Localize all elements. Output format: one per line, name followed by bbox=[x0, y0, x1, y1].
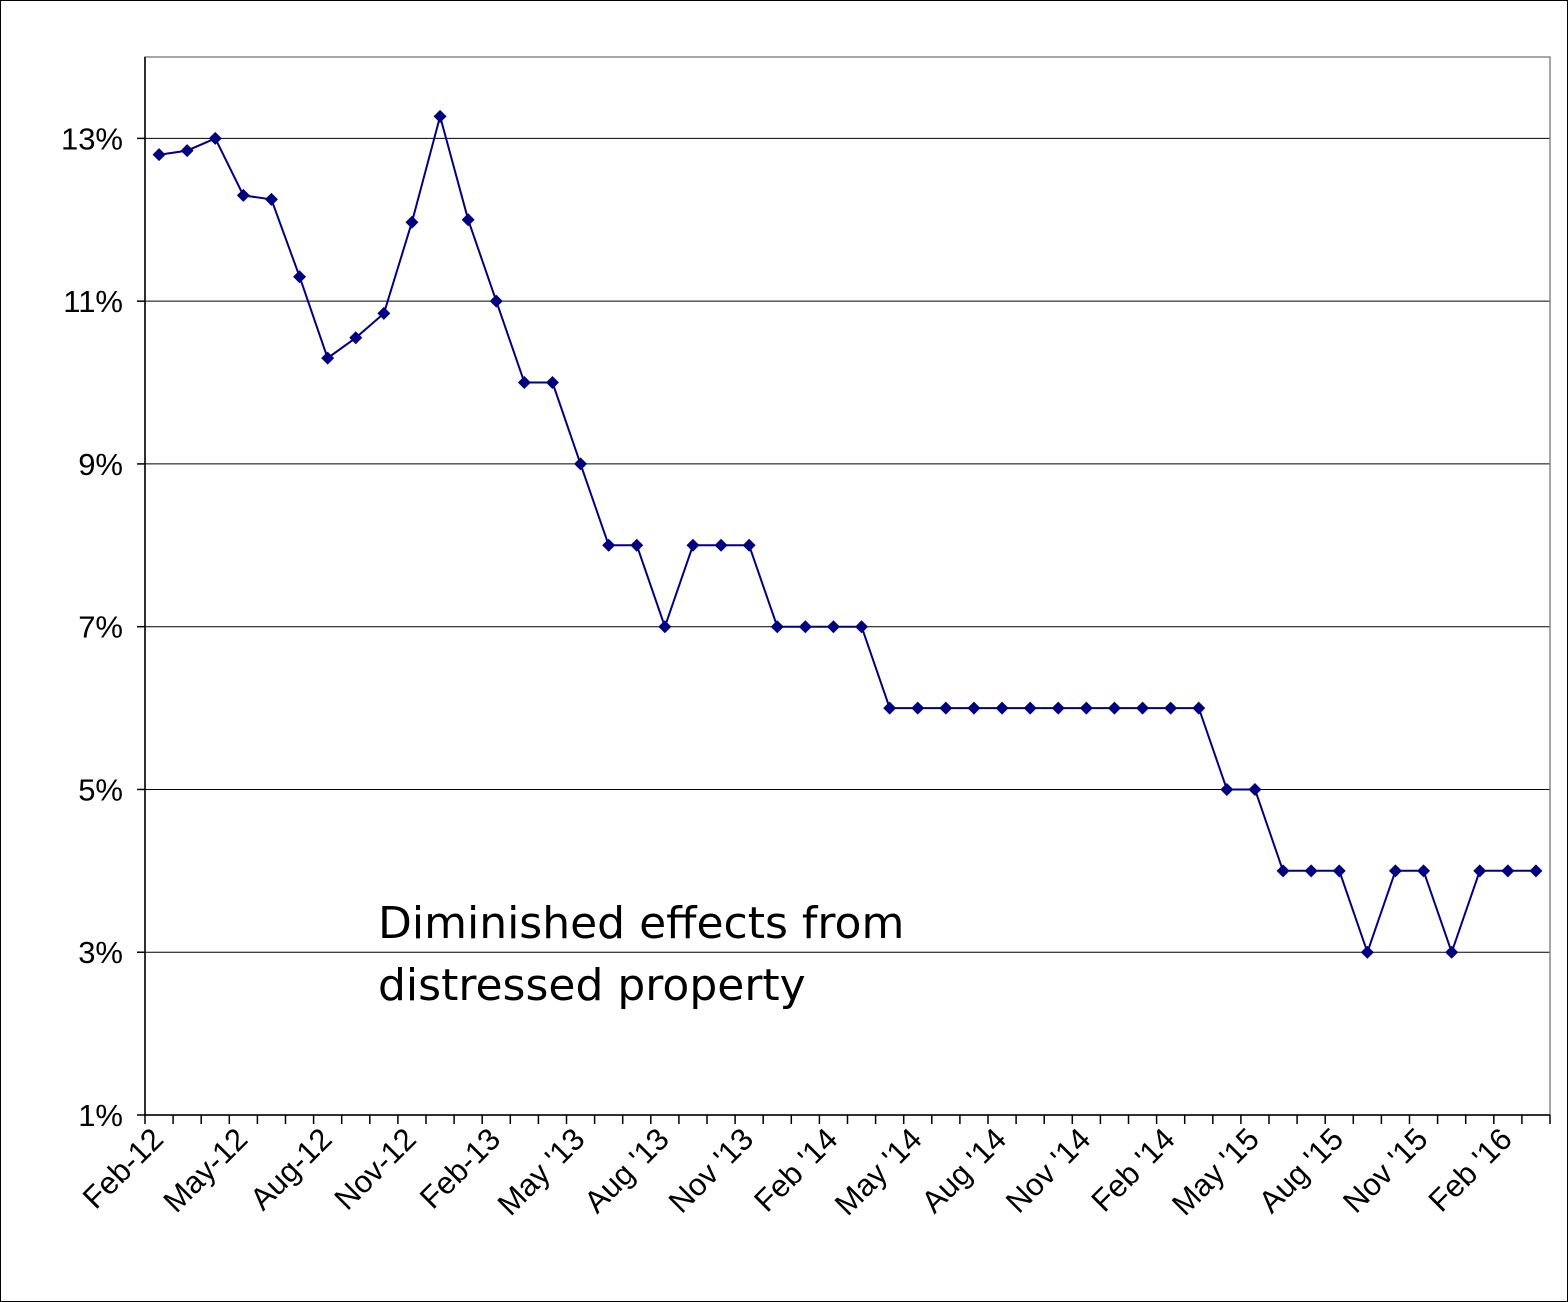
x-tick-label: May-12 bbox=[156, 1121, 254, 1219]
data-point bbox=[714, 538, 728, 552]
x-tick-label: Aug '15 bbox=[1252, 1121, 1350, 1219]
data-point bbox=[995, 701, 1009, 715]
y-tick-label: 7% bbox=[78, 610, 123, 645]
x-tick-label: May '15 bbox=[1165, 1121, 1266, 1222]
data-point bbox=[1051, 701, 1065, 715]
data-point bbox=[602, 538, 616, 552]
x-tick-label: May '13 bbox=[491, 1121, 592, 1222]
y-tick-label: 9% bbox=[78, 447, 123, 482]
data-point bbox=[574, 457, 588, 471]
annotation-line-2: distressed property bbox=[378, 960, 806, 1011]
data-point bbox=[321, 351, 335, 365]
data-point bbox=[855, 620, 869, 634]
x-tick-label: Nov '14 bbox=[999, 1121, 1097, 1219]
data-point bbox=[208, 131, 222, 145]
x-tick-label: Feb '14 bbox=[747, 1121, 844, 1218]
data-point bbox=[1164, 701, 1178, 715]
y-tick-label: 5% bbox=[78, 772, 123, 807]
data-point bbox=[686, 538, 700, 552]
data-point bbox=[911, 701, 925, 715]
data-point bbox=[264, 192, 278, 206]
y-tick-label: 11% bbox=[63, 284, 123, 319]
y-tick-label: 13% bbox=[61, 121, 123, 156]
data-point bbox=[1220, 782, 1234, 796]
data-point bbox=[405, 215, 419, 229]
x-tick-label: Nov '13 bbox=[662, 1121, 760, 1219]
data-point bbox=[939, 701, 953, 715]
data-point bbox=[517, 376, 531, 390]
x-tick-label: Nov '15 bbox=[1336, 1121, 1434, 1219]
x-tick-label: Aug-12 bbox=[243, 1121, 338, 1216]
data-point bbox=[1473, 864, 1487, 878]
y-tick-label: 1% bbox=[78, 1098, 123, 1133]
data-point bbox=[630, 538, 644, 552]
annotation-line-1: Diminished effects from bbox=[378, 898, 904, 949]
data-point bbox=[658, 620, 672, 634]
data-point bbox=[1192, 701, 1206, 715]
data-point bbox=[742, 538, 756, 552]
data-point bbox=[1417, 864, 1431, 878]
data-point bbox=[1079, 701, 1093, 715]
x-tick-label: Aug '14 bbox=[915, 1121, 1013, 1219]
data-point bbox=[1276, 864, 1290, 878]
data-point bbox=[770, 620, 784, 634]
data-point bbox=[826, 620, 840, 634]
data-point bbox=[433, 109, 447, 123]
data-point bbox=[1388, 864, 1402, 878]
gridlines bbox=[145, 137, 1550, 953]
x-tick-label: Nov-12 bbox=[327, 1121, 422, 1216]
data-point bbox=[1248, 782, 1262, 796]
data-point bbox=[1501, 864, 1515, 878]
data-point bbox=[1529, 864, 1543, 878]
series-layer bbox=[152, 109, 1543, 959]
data-point bbox=[967, 701, 981, 715]
data-point bbox=[293, 270, 307, 284]
data-point bbox=[1107, 701, 1121, 715]
series-line bbox=[158, 112, 1536, 956]
data-point bbox=[236, 188, 250, 202]
data-point bbox=[798, 620, 812, 634]
data-point bbox=[1360, 945, 1374, 959]
data-point bbox=[1136, 701, 1150, 715]
data-point bbox=[489, 294, 503, 308]
data-point bbox=[883, 701, 897, 715]
data-point bbox=[1304, 864, 1318, 878]
x-tick-label: Feb '16 bbox=[1422, 1121, 1519, 1218]
data-point bbox=[1445, 945, 1459, 959]
axes bbox=[137, 56, 1551, 1124]
data-point bbox=[349, 331, 363, 345]
y-tick-label: 3% bbox=[78, 935, 123, 970]
x-tick-label: Feb-12 bbox=[76, 1121, 170, 1215]
x-tick-label: Aug '13 bbox=[577, 1121, 675, 1219]
plot-area-border bbox=[144, 56, 1551, 1116]
x-tick-label: Feb '14 bbox=[1084, 1121, 1181, 1218]
data-point bbox=[377, 306, 391, 320]
data-point bbox=[545, 376, 559, 390]
data-point bbox=[1023, 701, 1037, 715]
y-tick-labels: 1% 3% 5% 7% 9% 11% 13% bbox=[61, 121, 123, 1133]
x-tick-label: Feb-13 bbox=[413, 1121, 507, 1215]
data-point bbox=[152, 148, 166, 162]
data-point bbox=[1332, 864, 1346, 878]
data-point bbox=[180, 144, 194, 158]
data-point bbox=[461, 213, 475, 227]
x-tick-label: May '14 bbox=[828, 1121, 929, 1222]
